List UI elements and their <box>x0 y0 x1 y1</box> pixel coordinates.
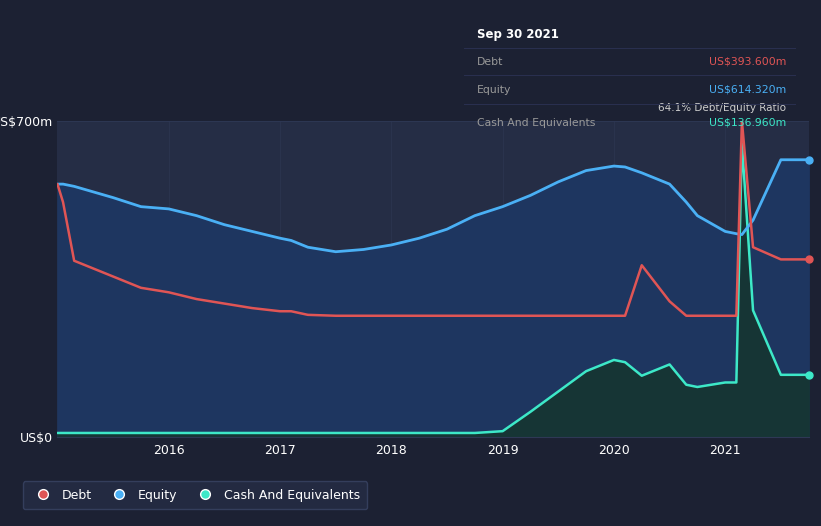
Text: US$136.960m: US$136.960m <box>709 118 787 128</box>
Text: US$614.320m: US$614.320m <box>709 85 787 95</box>
Text: Debt: Debt <box>477 57 503 67</box>
Text: US$393.600m: US$393.600m <box>709 57 787 67</box>
Text: Cash And Equivalents: Cash And Equivalents <box>477 118 595 128</box>
Text: Equity: Equity <box>477 85 511 95</box>
Legend: Debt, Equity, Cash And Equivalents: Debt, Equity, Cash And Equivalents <box>23 481 367 509</box>
Text: Sep 30 2021: Sep 30 2021 <box>477 28 559 41</box>
Text: 64.1% Debt/Equity Ratio: 64.1% Debt/Equity Ratio <box>658 103 787 113</box>
